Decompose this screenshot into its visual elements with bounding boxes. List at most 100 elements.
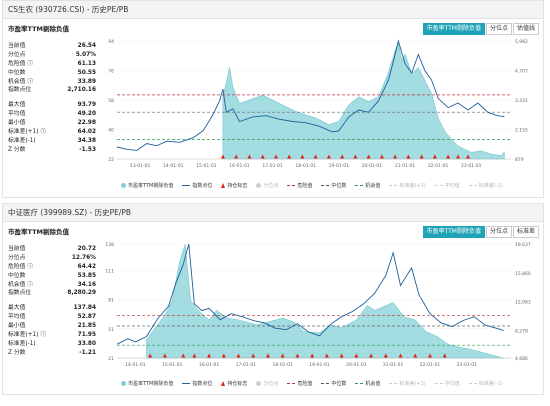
legend-triangle-icon: [221, 183, 226, 188]
pe-history-chart[interactable]: 22 40 58 76 94 879 2,155 3,431 4,707 5,982 13-01-0…: [99, 35, 539, 175]
legend-label: 标准差(-1): [478, 183, 503, 189]
y-left-tick-label: 21: [108, 356, 114, 362]
y-right-tick-label: 12,083: [515, 300, 531, 306]
stat-value: 22.98: [77, 120, 96, 127]
position-marker: [236, 353, 241, 358]
x-tick-label: 14-01-01: [163, 163, 184, 169]
legend-item[interactable]: 持仓标志: [221, 182, 247, 189]
legend-item[interactable]: 标准差(+1): [389, 182, 426, 189]
legend-label: 中位数: [331, 183, 347, 189]
stat-value: 49.20: [77, 111, 96, 118]
tab-std-dev[interactable]: 标准差: [512, 226, 539, 238]
stat-value: -1.21: [79, 349, 96, 356]
stat-row: 当前值 20.72: [8, 245, 96, 254]
position-marker: [287, 154, 292, 159]
legend-item[interactable]: 标准差(+1): [389, 380, 426, 387]
legend-label: 危险值: [297, 183, 313, 189]
stat-label: 指数点位: [8, 87, 32, 94]
metric-title: 市盈率TTM剔除负值: [8, 228, 69, 236]
legend-item[interactable]: 标准差(-1): [468, 380, 503, 387]
tab-pe-ttm[interactable]: 市盈率TTM剔除负值: [422, 226, 485, 238]
legend-item[interactable]: 平均值: [434, 182, 460, 189]
position-marker: [369, 353, 374, 358]
legend-item[interactable]: 机会值: [355, 380, 380, 387]
tab-percentile[interactable]: 分位点: [485, 23, 512, 35]
y-left-tick-label: 81: [108, 298, 114, 304]
position-marker: [456, 154, 461, 159]
stat-row: 平均值 52.87: [8, 313, 96, 322]
pe-area-series: [222, 41, 505, 160]
stat-row: 最小值 21.85: [8, 322, 96, 331]
position-marker: [353, 154, 358, 159]
legend-dash-icon: [389, 185, 398, 186]
legend-item[interactable]: 平均值: [434, 380, 460, 387]
position-marker: [354, 353, 359, 358]
stat-label: 中位数: [8, 272, 26, 279]
legend-item[interactable]: 机会值: [355, 182, 380, 189]
position-marker: [260, 154, 265, 159]
pe-history-chart[interactable]: 21 51 81 111 138 4,686 8,279 12,083 15,860 19,637…: [99, 238, 539, 374]
panel-cs-agriculture: CS生农 (930726.CSI) - 历史PE/PB 市盈率TTM剔除负值 市…: [2, 0, 544, 198]
legend-item[interactable]: 指数点位: [182, 380, 212, 387]
stat-value: 2,710.16: [67, 87, 96, 94]
legend-triangle-icon: [221, 381, 226, 386]
stat-value: -1.53: [79, 146, 96, 153]
legend-dash-icon: [389, 383, 398, 384]
y-right-tick-label: 879: [515, 157, 524, 163]
stat-label: 平均值: [8, 314, 26, 321]
stat-value: 52.87: [77, 314, 96, 321]
x-tick-label: 17-01-01: [236, 362, 257, 368]
position-marker: [339, 353, 344, 358]
legend-item[interactable]: 标准差(-1): [468, 182, 503, 189]
legend-item[interactable]: 持仓标志: [221, 380, 247, 387]
stat-row: 机会值 ⓘ 34.16: [8, 281, 96, 290]
y-right-tick-label: 2,155: [515, 127, 528, 133]
stat-value: 71.95: [77, 332, 96, 339]
legend-dash-icon: [321, 185, 330, 186]
y-right-tick-label: 8,279: [515, 329, 528, 335]
stat-value: 5.07%: [75, 51, 96, 58]
legend-item[interactable]: 中位数: [321, 380, 346, 387]
stat-row: 指数点位 8,280.29: [8, 289, 96, 298]
stat-value: 61.13: [77, 60, 96, 67]
position-marker: [398, 353, 403, 358]
legend-item[interactable]: 中位数: [321, 182, 346, 189]
stat-value: 20.72: [77, 246, 96, 252]
position-marker: [313, 154, 318, 159]
legend-label: 平均值: [444, 381, 460, 387]
legend-label: 中位数: [331, 381, 347, 387]
position-marker: [427, 353, 432, 358]
position-marker: [413, 353, 418, 358]
stat-label[interactable]: 危险值 ⓘ: [8, 60, 34, 67]
tab-pe-ttm[interactable]: 市盈率TTM剔除负值: [422, 23, 485, 35]
pe-area-series: [146, 244, 504, 359]
legend-item[interactable]: 危险值: [287, 380, 312, 387]
legend-dot-icon: [256, 183, 262, 188]
legend-item[interactable]: 分位点: [256, 182, 278, 189]
stats-table: 当前值 20.72 分位点 12.76% 危险值 ⓘ 64.42 中位数 53.85 机…: [8, 245, 96, 358]
stat-label: 最小值: [8, 120, 26, 127]
position-marker: [207, 353, 212, 358]
stat-label[interactable]: 标准差(+1) ⓘ: [8, 129, 47, 136]
y-left-tick-label: 51: [108, 327, 114, 333]
stat-label: 标准差(-1): [8, 137, 36, 144]
legend-label: 指数点位: [192, 183, 213, 189]
legend-item[interactable]: 市盈率TTM剔除负值: [121, 182, 173, 189]
y-left-tick-label: 111: [105, 268, 114, 274]
tab-valuation-line[interactable]: 估值线: [512, 23, 539, 35]
stat-label[interactable]: 机会值 ⓘ: [8, 281, 34, 288]
legend-item[interactable]: 分位点: [256, 380, 278, 387]
stat-label[interactable]: 机会值 ⓘ: [8, 78, 34, 85]
panel-csi-medical: 中证医疗 (399989.SZ) - 历史PE/PB 市盈率TTM剔除负值 市盈…: [2, 203, 544, 395]
stat-label[interactable]: 危险值 ⓘ: [8, 263, 34, 270]
x-tick-label: 22-01-01: [420, 362, 441, 368]
position-marker: [265, 353, 270, 358]
stat-value: 26.54: [77, 43, 96, 49]
stat-label[interactable]: 标准差(+1) ⓘ: [8, 332, 47, 339]
legend-item[interactable]: 市盈率TTM剔除负值: [121, 380, 173, 387]
stat-label: Z 分数: [8, 146, 26, 153]
legend-item[interactable]: 危险值: [287, 182, 312, 189]
tab-percentile[interactable]: 分位点: [485, 226, 512, 238]
legend-item[interactable]: 指数点位: [182, 182, 212, 189]
legend-label: 指数点位: [192, 381, 213, 387]
